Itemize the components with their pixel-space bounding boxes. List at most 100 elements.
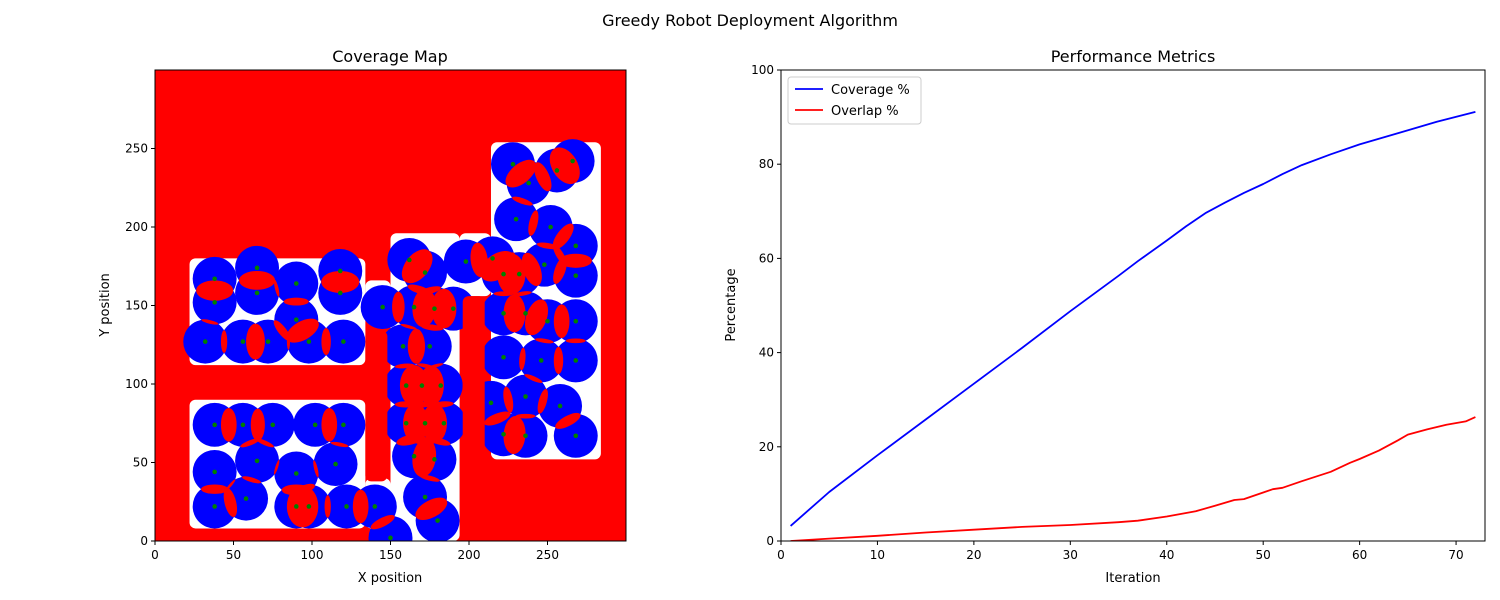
- overlap-region-38: [400, 323, 417, 330]
- robot-marker-34: [432, 306, 437, 311]
- perf-y-tick-label-20: 20: [759, 440, 774, 454]
- perf-x-tick-label-60: 60: [1352, 548, 1367, 562]
- perf-x-tick-label-0: 0: [777, 548, 785, 562]
- overlap-region-41: [407, 328, 426, 364]
- perf-x-tick-label-20: 20: [966, 548, 981, 562]
- overlap-region-16: [321, 407, 338, 442]
- robot-marker-45: [432, 457, 437, 462]
- overlap-region-15: [255, 438, 274, 448]
- overlap-region-1: [239, 270, 276, 290]
- robot-marker-31: [463, 259, 469, 264]
- robot-marker-18: [212, 469, 217, 475]
- overlap-region-21: [242, 476, 262, 484]
- robot-marker-13: [212, 422, 217, 428]
- robot-marker-36: [400, 344, 406, 349]
- robot-marker-62: [545, 318, 550, 324]
- robot-marker-72: [573, 433, 579, 439]
- robot-marker-0: [212, 276, 217, 282]
- overlap-region-9: [246, 323, 265, 360]
- overlap-region-88: [524, 374, 543, 383]
- perf-x-tick-label-10: 10: [870, 548, 885, 562]
- perf-x-tick-label-30: 30: [1063, 548, 1078, 562]
- overlap-region-36: [412, 288, 437, 328]
- robot-marker-14: [240, 422, 246, 428]
- coverage-map-ylabel: Y position: [98, 273, 113, 338]
- overlap-region-80: [553, 256, 567, 284]
- robot-marker-6: [294, 317, 299, 322]
- overlap-region-54: [403, 403, 429, 444]
- robot-marker-24: [294, 504, 299, 509]
- overlap-region-76: [559, 253, 592, 268]
- overlap-region-83: [553, 304, 570, 339]
- performance-xlabel: Iteration: [1105, 571, 1160, 586]
- robot-marker-47: [435, 518, 440, 523]
- robot-marker-20: [294, 471, 299, 476]
- overlap-region-84: [535, 338, 554, 344]
- robot-marker-25: [306, 504, 312, 509]
- overlap-region-91: [537, 388, 548, 414]
- robot-marker-9: [240, 339, 246, 344]
- overlap-region-7: [286, 318, 319, 343]
- robot-marker-27: [372, 504, 378, 509]
- overlap-region-61: [412, 438, 437, 478]
- robot-marker-21: [333, 461, 338, 467]
- overlap-region-13: [250, 408, 265, 441]
- overlap-region-67: [493, 291, 514, 297]
- robot-marker-60: [501, 311, 506, 316]
- robot-marker-52: [554, 168, 560, 173]
- obstacle-pillars-layer: [365, 296, 485, 541]
- overlap-region-27: [324, 495, 331, 518]
- robot-marker-37: [427, 344, 433, 349]
- overlap-region-4: [321, 270, 360, 293]
- obstacle-pillar-1: [462, 296, 485, 541]
- robot-marker-42: [422, 420, 428, 426]
- obstacle-pillar-0: [365, 330, 388, 482]
- overlap-layer: [196, 147, 592, 530]
- robot-marker-61: [523, 311, 528, 316]
- overlap-region-29: [370, 515, 395, 530]
- map-x-tick-label-50: 50: [226, 548, 241, 562]
- coverage-map-xlabel: X position: [358, 571, 423, 586]
- overlap-region-17: [330, 441, 349, 448]
- overlap-region-40: [421, 324, 444, 331]
- overlap-region-3: [283, 297, 309, 306]
- robot-marker-38: [403, 383, 409, 388]
- map-y-tick-label-150: 150: [125, 299, 148, 313]
- overlap-region-90: [484, 411, 511, 426]
- series-line-coverage: [790, 111, 1476, 527]
- performance-x-axis: 0 10 20 30 40 50 60 70: [777, 541, 1464, 562]
- robot-marker-4: [212, 300, 217, 305]
- robot-marker-70: [501, 431, 506, 437]
- robot-marker-71: [523, 433, 528, 439]
- overlap-region-26: [286, 485, 319, 528]
- overlap-region-25: [223, 488, 238, 518]
- map-x-tick-label-0: 0: [151, 548, 159, 562]
- performance-plot-area: [781, 70, 1485, 541]
- robot-markers-layer: [202, 158, 579, 541]
- legend-label-overlap: Overlap %: [831, 104, 899, 119]
- overlap-region-39: [431, 288, 457, 329]
- overlap-region-2: [273, 279, 280, 297]
- map-y-tick-label-50: 50: [133, 456, 148, 470]
- robot-marker-68: [523, 394, 528, 399]
- overlap-region-74: [536, 242, 559, 250]
- robot-marker-50: [526, 180, 531, 186]
- overlap-region-5: [201, 319, 219, 325]
- overlap-region-89: [503, 386, 514, 413]
- perf-y-tick-label-40: 40: [759, 346, 774, 360]
- coverage-map-panel: Coverage Map 0 50 100 150 200 250 0 50 100 150 20…: [98, 47, 627, 586]
- map-y-tick-label-100: 100: [125, 377, 148, 391]
- overlap-region-71: [549, 147, 580, 185]
- map-y-tick-label-0: 0: [140, 534, 148, 548]
- performance-series-layer: [790, 111, 1476, 541]
- perf-x-tick-label-70: 70: [1448, 548, 1463, 562]
- performance-y-axis: 0 20 40 60 80 100: [751, 63, 781, 548]
- overlap-region-93: [555, 412, 581, 429]
- overlap-region-60: [427, 436, 451, 446]
- overlap-region-82: [524, 299, 549, 336]
- robot-marker-69: [557, 403, 563, 409]
- figure-title: Greedy Robot Deployment Algorithm: [602, 11, 898, 30]
- robot-marker-43: [441, 420, 447, 426]
- robot-marker-22: [212, 504, 217, 509]
- overlap-region-35: [392, 291, 405, 323]
